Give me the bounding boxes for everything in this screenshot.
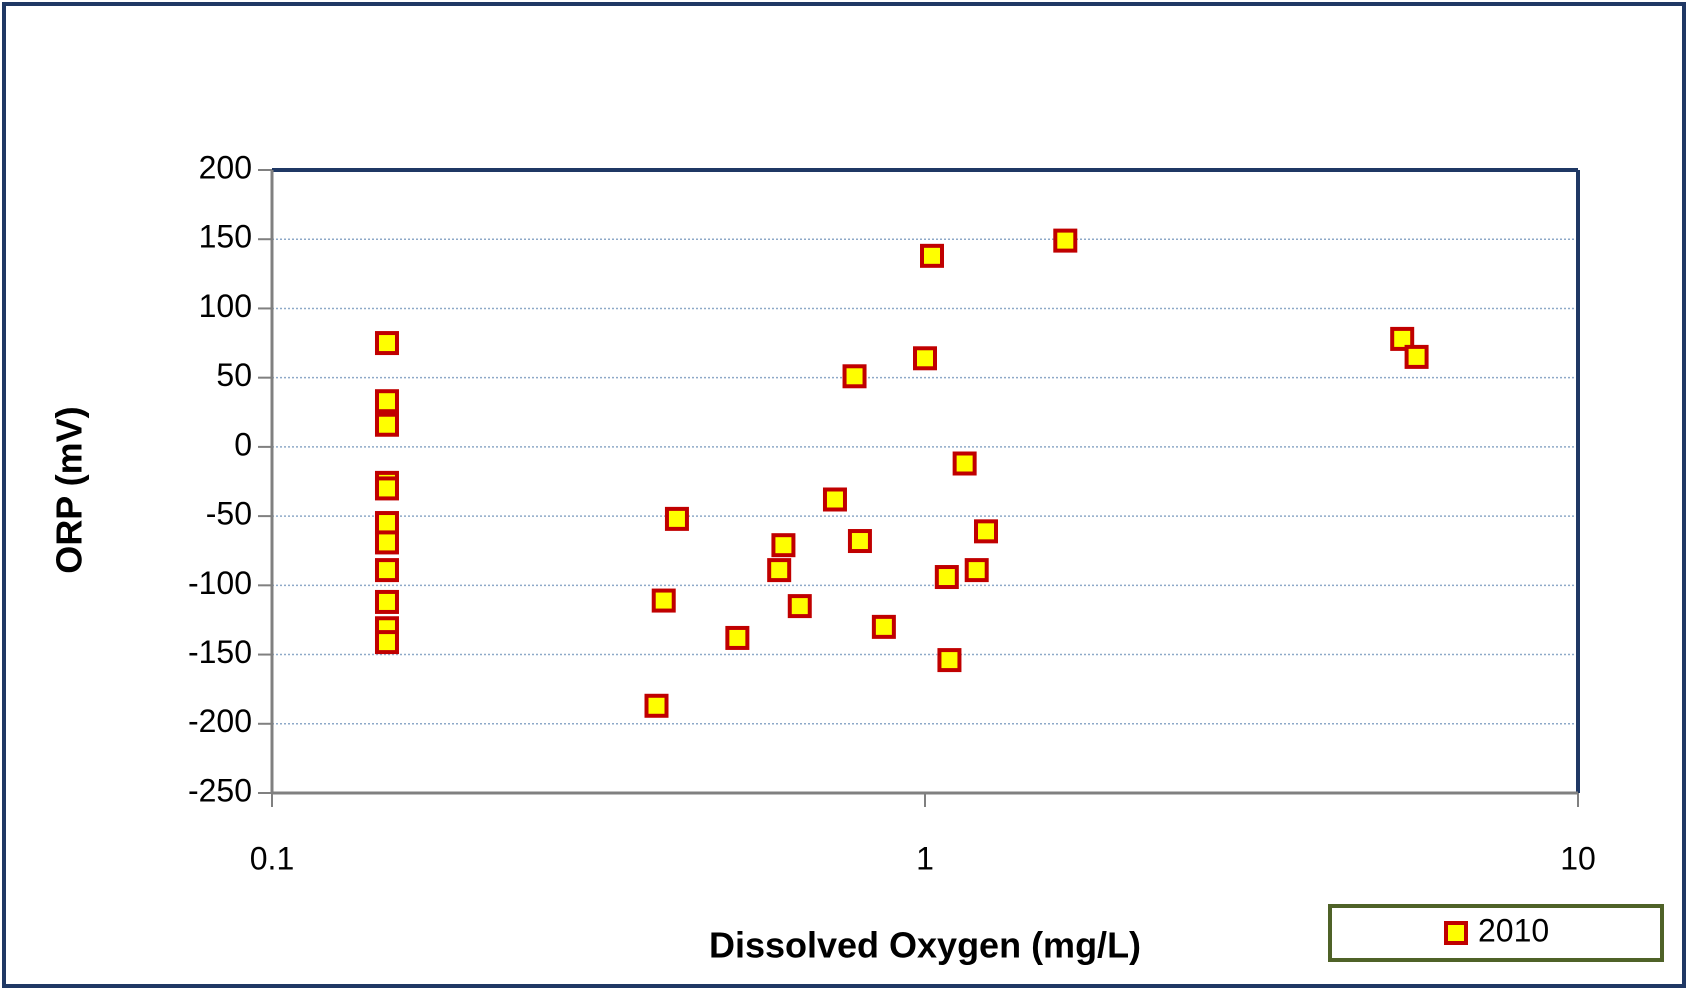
marker: [664, 506, 689, 531]
y-tick-label: 50: [216, 357, 252, 393]
marker: [1404, 344, 1429, 369]
marker: [1390, 326, 1415, 351]
marker: [974, 519, 999, 544]
marker: [842, 364, 867, 389]
y-tick-label: -100: [188, 565, 252, 601]
marker: [374, 589, 399, 614]
marker: [725, 625, 750, 650]
marker: [920, 243, 945, 268]
marker: [374, 530, 399, 555]
y-tick-label: -150: [188, 634, 252, 670]
marker: [374, 630, 399, 655]
y-tick-label: 0: [234, 426, 252, 462]
marker: [1053, 228, 1078, 253]
y-axis-title: ORP (mV): [49, 406, 90, 573]
marker: [767, 558, 792, 583]
marker: [771, 533, 796, 558]
marker: [374, 331, 399, 356]
y-tick-label: 200: [199, 149, 252, 185]
y-tick-label: 150: [199, 219, 252, 255]
marker: [952, 451, 977, 476]
marker: [644, 693, 669, 718]
y-tick-label: 100: [199, 288, 252, 324]
marker: [871, 614, 896, 639]
marker: [787, 594, 812, 619]
marker: [847, 529, 872, 554]
marker: [964, 558, 989, 583]
y-tick-label: -200: [188, 703, 252, 739]
x-tick-label: 10: [1560, 840, 1596, 876]
marker: [651, 588, 676, 613]
legend-label: 2010: [1478, 912, 1549, 948]
marker: [822, 487, 847, 512]
marker: [937, 648, 962, 673]
marker: [374, 558, 399, 583]
legend-marker: [1444, 921, 1468, 945]
marker: [934, 565, 959, 590]
marker: [374, 476, 399, 501]
x-axis-title: Dissolved Oxygen (mg/L): [709, 925, 1141, 966]
marker: [374, 389, 399, 414]
y-tick-label: -50: [206, 496, 252, 532]
legend-box: [1328, 904, 1664, 962]
marker: [913, 346, 937, 371]
marker: [374, 412, 399, 437]
x-tick-label: 1: [916, 840, 934, 876]
y-tick-label: -250: [188, 772, 252, 808]
marker: [374, 511, 399, 536]
x-tick-label: 0.1: [250, 840, 294, 876]
